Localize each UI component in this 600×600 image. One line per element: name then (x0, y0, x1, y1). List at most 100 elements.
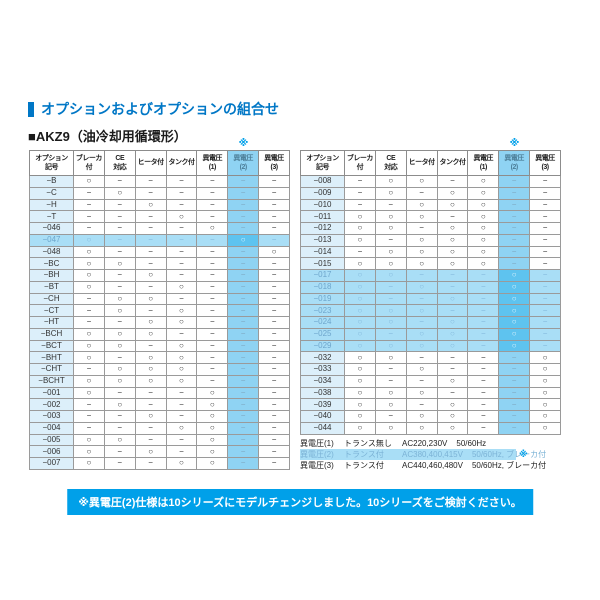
option-cell: ○ (165, 316, 198, 329)
option-cell: ○ (405, 280, 438, 294)
option-cell: − (165, 398, 198, 411)
option-cell: ○ (436, 245, 469, 259)
option-code-cell: −012 (300, 222, 345, 235)
option-cell: − (405, 222, 438, 235)
option-cell: ○ (196, 433, 229, 447)
option-cell: − (165, 186, 198, 200)
option-cell: − (498, 374, 531, 388)
option-code-cell: −CH (29, 292, 74, 306)
table-row: −025 ○ − ○ ○ − ○ − (300, 327, 561, 341)
option-cell: − (498, 351, 531, 364)
option-cell: ○ (73, 175, 105, 188)
option-cell: − (227, 433, 260, 447)
option-cell: ○ (103, 363, 136, 376)
legend-volt: AC220,230V (402, 439, 448, 448)
table-row: −048 ○ − − − − − ○ (29, 245, 290, 259)
option-cell: ○ (529, 363, 561, 376)
option-cell: − (258, 339, 290, 353)
section-title: オプションおよびオプションの組合せ (28, 99, 279, 119)
option-cell: − (498, 386, 531, 400)
option-cell: ○ (73, 257, 105, 270)
option-code-cell: −015 (300, 257, 345, 270)
model-subtitle: ■AKZ9（油冷却用循環形） (28, 129, 187, 144)
column-header: ヒータ付 (134, 150, 167, 176)
option-code-cell: −CHT (29, 363, 74, 376)
option-cell: − (436, 304, 469, 317)
option-cell: − (467, 421, 500, 435)
option-cell: − (134, 421, 167, 435)
option-cell: − (103, 233, 136, 247)
option-cell: ○ (344, 304, 376, 317)
option-cell: ○ (134, 327, 167, 341)
option-cell: − (498, 410, 531, 423)
column-header: オプション 記号 (300, 150, 345, 176)
option-code-cell: −BC (29, 257, 74, 270)
option-cell: − (405, 269, 438, 282)
option-cell: ○ (529, 421, 561, 435)
option-cell: − (374, 198, 407, 212)
option-cell: − (374, 327, 407, 341)
option-cell: ○ (498, 280, 531, 294)
option-cell: − (134, 398, 167, 411)
option-cell: − (374, 410, 407, 423)
option-cell: − (436, 280, 469, 294)
table-row: −008− ○ ○ − ○ − − (300, 175, 561, 188)
option-code-cell: −013 (300, 233, 345, 247)
option-cell: − (344, 245, 376, 259)
option-cell: − (436, 269, 469, 282)
option-cell: − (258, 186, 290, 200)
option-cell: ○ (165, 457, 198, 470)
legend-detail: 50/60Hz, ブレーカ付 (471, 450, 547, 459)
column-header: CE 対応 (103, 150, 136, 176)
option-cell: − (498, 398, 531, 411)
column-header: 異電圧 (3) (529, 150, 561, 176)
option-cell: ○ (529, 386, 561, 400)
note-mark-right: ※ (509, 138, 520, 149)
option-cell: ○ (134, 198, 167, 212)
option-cell: ○ (73, 351, 105, 364)
option-cell: − (227, 304, 260, 317)
option-cell: − (529, 257, 561, 270)
option-code-cell: −001 (29, 386, 74, 400)
option-cell: − (374, 374, 407, 388)
option-cell: − (134, 245, 167, 259)
option-cell: − (258, 316, 290, 329)
option-cell: ○ (436, 421, 469, 435)
option-cell: − (73, 186, 105, 200)
option-cell: − (103, 210, 136, 223)
option-cell: − (227, 339, 260, 353)
option-cell: − (165, 327, 198, 341)
option-code-cell: −023 (300, 304, 345, 317)
table-row: −010− − ○ ○ ○ − − (300, 198, 561, 212)
option-cell: ○ (374, 269, 407, 282)
option-cell: − (405, 186, 438, 200)
option-cell: − (258, 280, 290, 294)
option-cell: ○ (103, 186, 136, 200)
option-cell: − (529, 210, 561, 223)
option-cell: − (165, 410, 198, 423)
option-code-cell: −014 (300, 245, 345, 259)
option-cell: − (227, 421, 260, 435)
option-cell: − (196, 269, 229, 282)
column-header: 異電圧 (1) (196, 150, 229, 176)
option-cell: ○ (436, 339, 469, 353)
option-code-cell: −BCHT (29, 374, 74, 388)
option-cell: ○ (498, 304, 531, 317)
option-cell: ○ (196, 386, 229, 400)
column-header: タンク付 (436, 150, 469, 176)
option-cell: ○ (374, 222, 407, 235)
option-cell: ○ (227, 233, 260, 247)
option-cell: − (134, 280, 167, 294)
legend-trans: トランス無し (344, 439, 392, 448)
option-cell: ○ (165, 280, 198, 294)
option-cell: − (467, 398, 500, 411)
table-row: −005 ○ ○ − − ○ − − (29, 433, 290, 447)
option-cell: ○ (344, 374, 376, 388)
option-cell: − (529, 245, 561, 259)
table-row: −017 ○ ○ − − − ○ − (300, 269, 561, 282)
option-code-cell: −C (29, 186, 74, 200)
option-cell: − (103, 245, 136, 259)
table-row: −003− − ○ − ○ − − (29, 410, 290, 423)
option-cell: − (196, 351, 229, 364)
option-code-cell: −BH (29, 269, 74, 282)
